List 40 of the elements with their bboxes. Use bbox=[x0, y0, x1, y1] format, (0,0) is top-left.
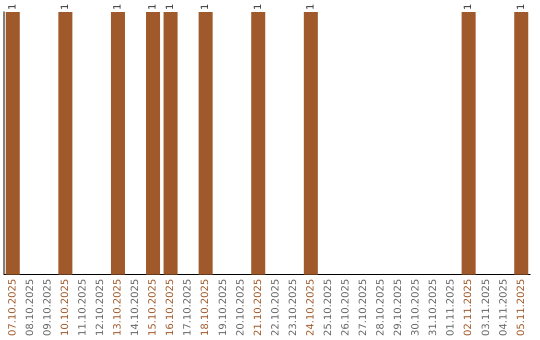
data-label: 1 bbox=[60, 4, 71, 10]
x-tick-label: 18.10.2025 bbox=[200, 278, 212, 336]
x-tick-label: 08.10.2025 bbox=[24, 278, 36, 336]
data-label: 1 bbox=[165, 4, 176, 10]
x-tick-label: 25.10.2025 bbox=[322, 278, 334, 336]
x-tick-label: 28.10.2025 bbox=[376, 278, 387, 336]
data-label: 1 bbox=[305, 4, 316, 10]
x-tick-label: 22.10.2025 bbox=[270, 278, 282, 336]
x-tick-label: 27.10.2025 bbox=[358, 278, 370, 336]
x-tick-label: 11.10.2025 bbox=[77, 278, 88, 336]
x-tick-label: 19.10.2025 bbox=[218, 278, 229, 336]
x-tick-label: 31.10.2025 bbox=[428, 278, 440, 336]
x-tick-label: 01.11.2025 bbox=[446, 278, 457, 336]
data-label: 1 bbox=[7, 4, 18, 10]
x-tick-label: 10.10.2025 bbox=[60, 278, 71, 336]
x-tick-label: 30.10.2025 bbox=[410, 278, 422, 336]
x-tick-label: 05.11.2025 bbox=[516, 278, 527, 336]
x-tick-label: 23.10.2025 bbox=[288, 278, 299, 336]
x-tick-label: 16.10.2025 bbox=[165, 278, 176, 336]
x-tick-label: 04.11.2025 bbox=[498, 278, 510, 336]
x-tick-label: 03.11.2025 bbox=[480, 278, 492, 336]
x-tick-label: 29.10.2025 bbox=[393, 278, 404, 336]
data-label: 1 bbox=[148, 4, 159, 10]
x-tick-label: 02.11.2025 bbox=[463, 278, 474, 336]
x-tick-label: 14.10.2025 bbox=[130, 278, 142, 336]
data-label: 1 bbox=[252, 4, 264, 10]
x-tick-label: 24.10.2025 bbox=[305, 278, 316, 336]
x-tick-label: 17.10.2025 bbox=[182, 278, 194, 336]
data-label: 1 bbox=[112, 4, 124, 10]
x-tick-label: 20.10.2025 bbox=[235, 278, 246, 336]
x-tick-label: 15.10.2025 bbox=[148, 278, 159, 336]
x-tick-label: 12.10.2025 bbox=[95, 278, 106, 336]
x-tick-label: 26.10.2025 bbox=[340, 278, 352, 336]
x-tick-label: 21.10.2025 bbox=[252, 278, 264, 336]
x-tick-label: 07.10.2025 bbox=[7, 278, 18, 336]
x-tick-label: 13.10.2025 bbox=[112, 278, 124, 336]
data-label: 1 bbox=[463, 4, 474, 10]
x-tick-label: 09.10.2025 bbox=[42, 278, 54, 336]
data-label: 1 bbox=[200, 4, 212, 10]
data-label: 1 bbox=[516, 4, 527, 10]
